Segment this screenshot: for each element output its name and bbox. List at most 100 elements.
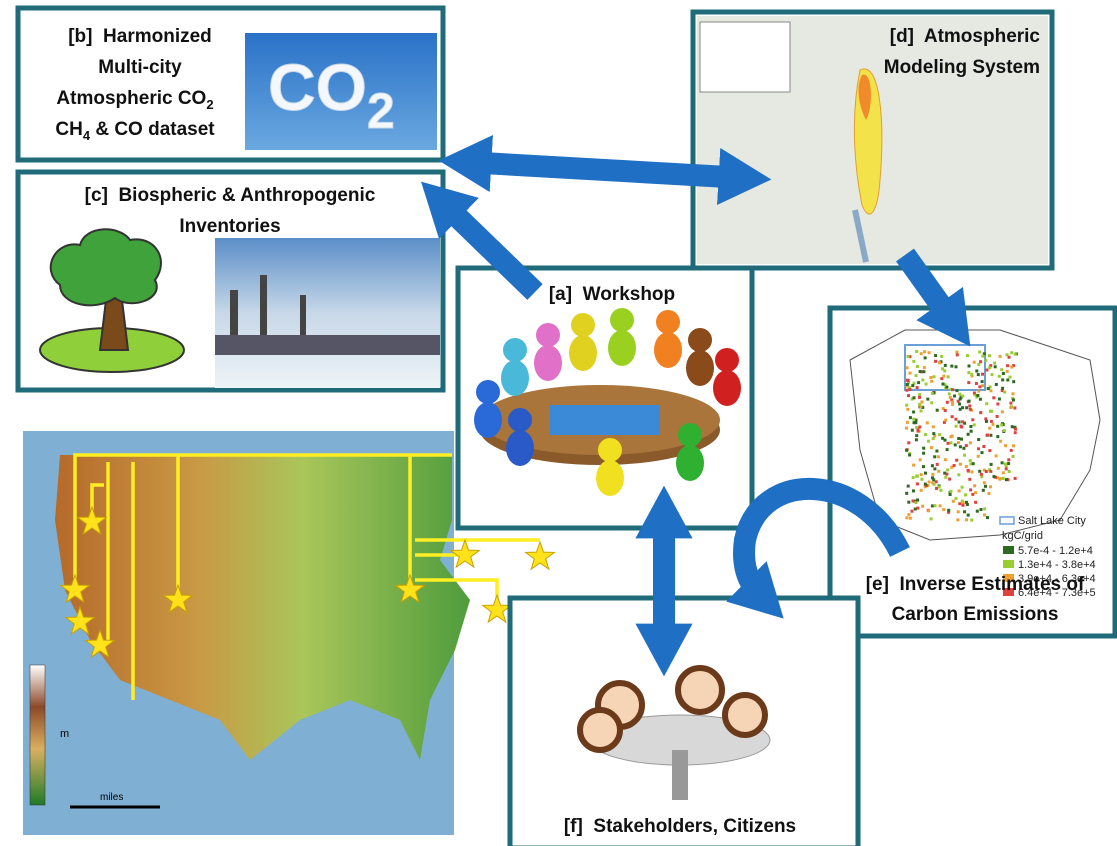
emission-cell [996,425,999,428]
emission-cell [947,442,950,445]
emission-cell [905,427,908,430]
emission-cell [986,434,989,437]
emission-cell [907,355,910,358]
emission-cell [961,395,964,398]
emission-cell [907,501,910,504]
emission-cell [999,440,1002,443]
emission-cell [924,472,927,475]
emission-cell [919,370,922,373]
emission-cell [991,373,994,376]
emission-cell [975,370,978,373]
emission-cell [958,403,961,406]
emission-cell [944,458,947,461]
emission-cell [931,481,934,484]
emission-cell [920,478,923,481]
emission-cell [905,492,908,495]
emission-cell [981,355,984,358]
emission-cell [944,419,947,422]
figure-body [506,430,534,466]
emission-cell [953,464,956,467]
figure-body [534,345,562,381]
emission-cell [922,465,925,468]
star [483,595,512,622]
emission-cell [1012,444,1015,447]
legend-label: 5.7e-4 - 1.2e+4 [1018,545,1093,557]
emission-cell [911,429,914,432]
emission-cell [906,366,909,369]
emission-cell [1003,391,1006,394]
emission-cell [915,434,918,437]
emission-cell [988,427,991,430]
emission-cell [979,360,982,363]
emission-cell [930,380,933,383]
emission-cell [952,500,955,503]
emission-cell [975,382,978,385]
emission-cell [990,420,993,423]
emission-cell [1011,425,1014,428]
emission-cell [968,400,971,403]
emission-cell [912,418,915,421]
panel-d-line: Modeling System [884,57,1040,78]
emission-cell [998,375,1001,378]
emission-cell [1006,364,1009,367]
emission-cell [958,502,961,505]
emission-cell [956,389,959,392]
emission-cell [965,518,968,521]
emission-cell [996,403,999,406]
emission-cell [994,365,997,368]
emission-cell [933,375,936,378]
legend-label: 1.3e+4 - 3.8e+4 [1018,559,1096,571]
emission-cell [969,425,972,428]
emission-cell [932,432,935,435]
emission-cell [963,510,966,513]
emission-cell [906,379,909,382]
emission-cell [1014,428,1017,431]
emission-cell [957,437,960,440]
emission-cell [931,392,934,395]
emission-cell [965,444,968,447]
emission-cell [916,386,919,389]
figure-head [678,423,702,447]
emission-cell [923,366,926,369]
emission-cell [924,483,927,486]
emission-cell [930,446,933,449]
emission-cell [945,386,948,389]
figure-head [571,313,595,337]
emission-cell [926,421,929,424]
emission-cell [946,468,949,471]
emission-cell [1012,455,1015,458]
panel-c-line: [c] Biospheric & Anthropogenic [85,185,376,206]
emission-cell [932,437,935,440]
emission-cell [944,364,947,367]
emission-cell [1010,449,1013,452]
emission-cell [968,404,971,407]
emission-cell [979,398,982,401]
emission-cell [927,509,930,512]
emission-cell [937,455,940,458]
emission-cell [963,454,966,457]
emission-cell [924,356,927,359]
emission-cell [949,490,952,493]
emission-cell [967,433,970,436]
emission-cell [983,507,986,510]
emission-cell [1014,431,1017,434]
emission-cell [992,423,995,426]
emission-cell [916,507,919,510]
emission-cell [964,493,967,496]
emission-cell [962,504,965,507]
emission-cell [990,463,993,466]
emission-cell [951,415,954,418]
emission-cell [982,445,985,448]
emission-cell [915,350,918,353]
emission-cell [928,481,931,484]
emission-cell [985,420,988,423]
emission-cell [956,518,959,521]
figure-body [596,460,624,496]
emission-cell [983,481,986,484]
emission-cell [1000,424,1003,427]
emission-cell [973,392,976,395]
emission-cell [939,504,942,507]
emission-cell [947,375,950,378]
emission-cell [921,505,924,508]
emission-cell [907,394,910,397]
